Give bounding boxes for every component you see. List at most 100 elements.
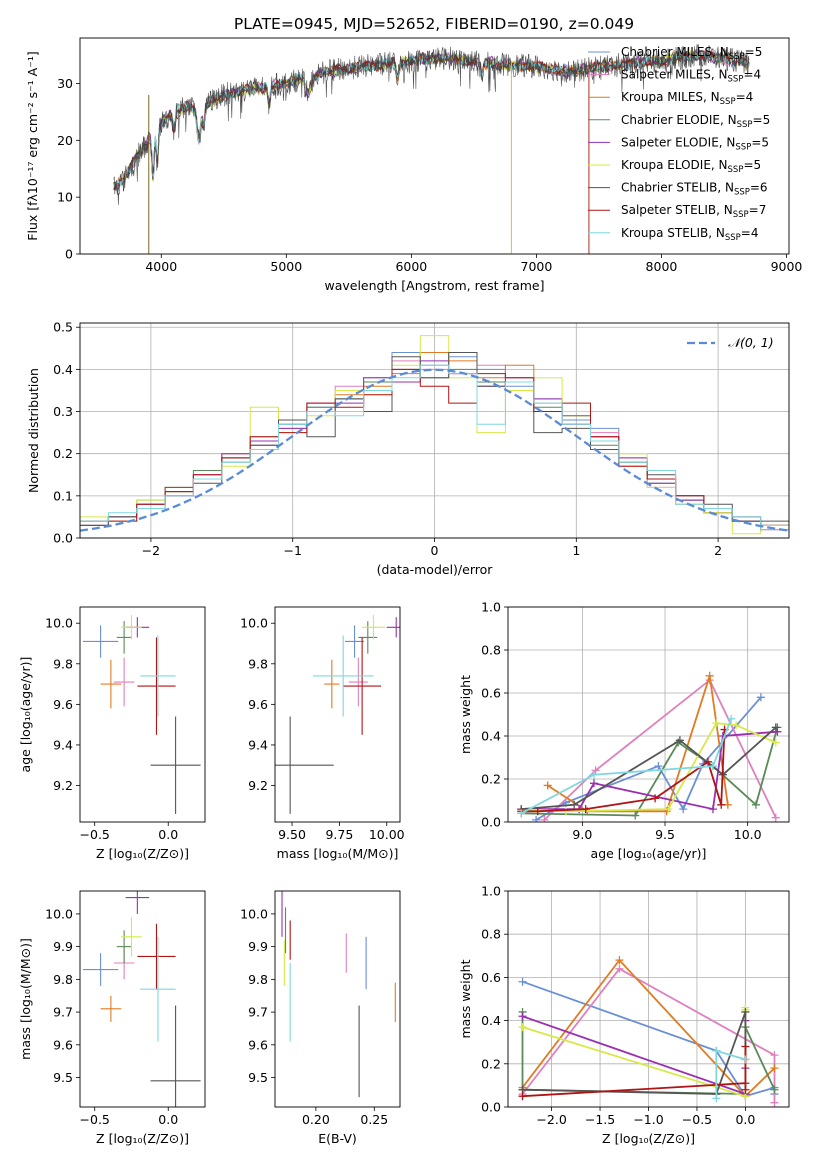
x-axis-label: (data-model)/error [377,562,494,577]
x-axis-label: wavelength [Angstrom, rest frame] [324,278,544,293]
frame: 0.20 0.25 9.5 9.6 9.7 9.8 9.9 10.0 E(B-V) [240,890,401,1146]
y-tick-label: 0.4 [481,1013,501,1028]
legend-suffix: =5 [751,135,769,149]
y-tick-label: 0.0 [481,1100,501,1115]
x-tick-label: 10.0 [734,827,762,842]
series-line [522,1011,747,1095]
series-marker [712,1046,721,1055]
legend-name: Kroupa ELODIE, N [621,158,728,172]
series-kroupa-stelib [517,714,736,818]
y-tick-label: 0.8 [481,927,501,942]
y-tick-label: 0.2 [481,1056,501,1071]
x-axis-label: E(B-V) [318,1131,357,1146]
series-marker [631,811,640,820]
series-marker [615,964,624,973]
y-tick-label: 9.4 [53,737,73,752]
point-salpeter-stelib [343,637,382,735]
series-marker [589,770,598,779]
x-tick-label: −1.5 [585,1112,615,1127]
y-tick-label: 9.8 [248,972,268,987]
series-marker [679,805,688,814]
y-tick-label: 20 [57,133,73,148]
axes-frame [507,606,790,823]
series-marker [518,1092,527,1101]
point-chabrier-elodie [358,621,378,654]
legend-suffix: =5 [753,113,771,127]
x-tick-label: −0.5 [682,1112,712,1127]
y-tick-label: 0.4 [481,729,501,744]
legend-suffix: =5 [745,45,763,59]
y-tick-label: 1.0 [481,884,501,899]
plot-area [82,615,201,814]
series-marker [751,800,760,809]
series-marker [708,805,717,814]
plot-area [517,671,782,822]
x-tick-label: −2.0 [536,1112,566,1127]
panel-ebv-mass: 0.20 0.25 9.5 9.6 9.7 9.8 9.9 10.0 E(B-V) [240,890,401,1146]
point-kroupa-stelib [140,635,176,717]
x-tick-label: 4000 [145,259,177,274]
x-tick-label: 9000 [771,259,803,274]
series-marker [712,1094,721,1103]
series-line [521,967,776,1103]
axes-frame [79,890,206,1108]
frame: 4000 5000 6000 7000 8000 9000 0 10 20 30 wavelengt… [25,37,803,293]
x-tick-label: 0 [431,543,439,558]
series-marker [727,714,736,723]
legend-label: Kroupa STELIB, NSSP=4 [621,226,759,243]
y-tick-label: 10.0 [240,906,268,921]
axes-frame [507,890,790,1108]
panel-residuals: −2 −1 0 1 2 0.0 0.1 0.2 0.3 0.4 0.5 (data-model)/er… [26,320,790,577]
series-marker [651,794,660,803]
plot-area [518,956,779,1107]
point-chabrier-stelib [275,716,334,814]
y-tick-label: 10.0 [240,616,268,631]
x-axis-label: Z [log₁₀(Z/Z⊙)] [602,1131,695,1146]
point-salpeter-elodie [125,891,150,914]
legend-name: Kroupa MILES, N [621,90,720,104]
legend-subscript: SSP [725,233,741,243]
series-marker [561,807,570,816]
point-chabrier-stelib [150,716,201,814]
legend-subscript: SSP [729,52,745,62]
panel-z-mass: −0.5 0.0 9.5 9.6 9.7 9.8 9.9 10.0 Z [log₁₀(Z/Z⊙)… [18,890,206,1146]
series-marker [741,1042,750,1051]
frame: −0.5 0.0 9.2 9.4 9.6 9.8 10.0 Z [log₁₀(Z/Z⊙)] ag… [18,606,206,861]
y-tick-label: 0.0 [53,531,73,546]
series-kroupa-elodie [517,719,780,816]
y-tick-label: 10 [57,190,73,205]
point-salpeter-elodie [386,617,400,638]
y-tick-label: 9.7 [53,1005,73,1020]
legend-label: Kroupa ELODIE, NSSP=5 [621,158,761,175]
x-axis-label: mass [log₁₀(M/M⊙)] [277,846,399,861]
series-marker [517,809,526,818]
y-tick-label: 0.6 [481,686,501,701]
point-kroupa-elodie [121,917,142,957]
panels: 4000 5000 6000 7000 8000 90000102030wavelengt… [18,37,803,1146]
series-marker [518,1012,527,1021]
point-salpeter-stelib [137,923,176,990]
x-tick-label: 1 [572,543,580,558]
x-tick-label: −2 [142,543,160,558]
y-tick-label: 9.8 [248,656,268,671]
legend-subscript: SSP [737,120,753,130]
legend-subscript: SSP [720,97,736,107]
series-marker [770,1098,779,1107]
series-marker [741,1085,750,1094]
point-kroupa-miles [324,659,340,709]
x-tick-label: 0.0 [158,1112,178,1127]
series-kroupa-stelib [712,1046,750,1103]
axes-frame [79,606,206,823]
frame: 9.50 9.75 10.00 9.2 9.4 9.6 9.8 10.0 mass [log₁₀… [240,606,405,861]
legend-name: Salpeter ELODIE, N [621,135,735,149]
point-kroupa-miles [100,995,122,1022]
series-marker [615,956,624,965]
legend-subscript: SSP [733,210,749,220]
point-kroupa-elodie [121,615,142,640]
series-salpeter-miles [518,964,779,1107]
y-axis-label: Flux [fλ10⁻¹⁷ erg cm⁻² s⁻¹ A⁻¹] [25,51,40,240]
plot-area [80,335,789,538]
legend-suffix: =4 [736,90,754,104]
y-tick-label: 0.6 [481,970,501,985]
